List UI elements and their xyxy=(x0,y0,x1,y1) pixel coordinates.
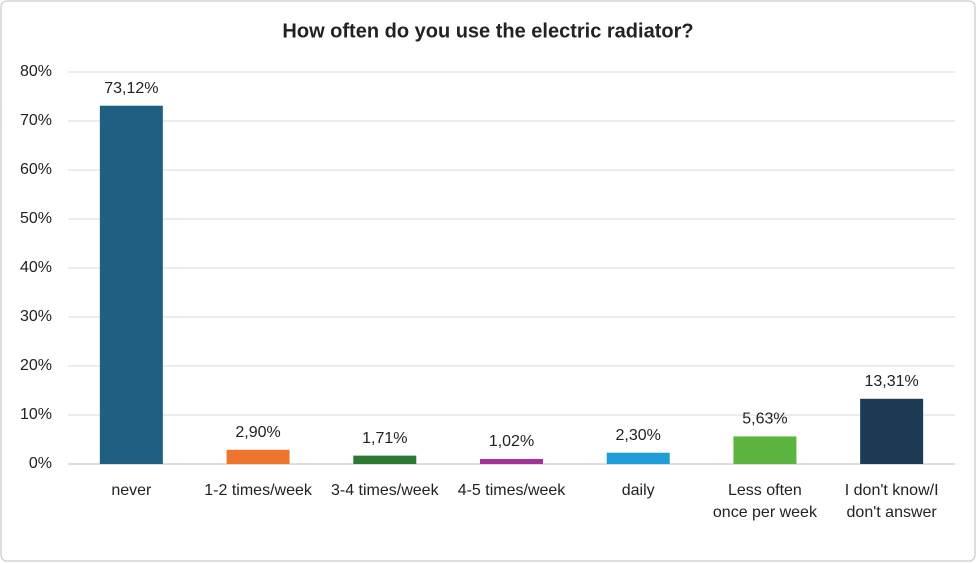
x-tick-label: never xyxy=(111,482,152,499)
data-label: 1,71% xyxy=(362,430,407,447)
y-tick-label: 20% xyxy=(20,357,52,374)
bar xyxy=(480,459,543,464)
data-label: 73,12% xyxy=(104,80,158,97)
y-tick-label: 50% xyxy=(20,210,52,227)
bar xyxy=(733,436,797,464)
x-tick-label: 4-5 times/week xyxy=(457,482,566,499)
bar xyxy=(99,105,163,464)
y-tick-label: 0% xyxy=(29,455,52,472)
data-label: 2,90% xyxy=(235,424,280,441)
y-tick-label: 10% xyxy=(20,406,52,423)
chart-title: How often do you use the electric radiat… xyxy=(282,20,693,42)
x-tick-label: Less often once per week xyxy=(712,482,817,521)
y-tick-label: 80% xyxy=(20,63,52,80)
y-tick-label: 40% xyxy=(20,259,52,276)
bar xyxy=(606,452,670,464)
x-tick-label: I don't know/I don't answer xyxy=(844,482,939,521)
bar xyxy=(226,449,290,464)
data-label: 1,02% xyxy=(489,433,534,450)
x-tick-label: 1-2 times/week xyxy=(204,482,312,499)
data-label: 5,63% xyxy=(742,411,787,428)
data-label: 2,30% xyxy=(616,427,661,444)
bar xyxy=(860,398,924,464)
data-label: 13,31% xyxy=(865,373,919,390)
y-tick-label: 70% xyxy=(20,112,52,129)
y-tick-label: 60% xyxy=(20,161,52,178)
x-tick-label: 3-4 times/week xyxy=(330,482,439,499)
bar xyxy=(353,455,417,464)
x-tick-label: daily xyxy=(621,482,655,499)
y-tick-label: 30% xyxy=(20,308,52,325)
